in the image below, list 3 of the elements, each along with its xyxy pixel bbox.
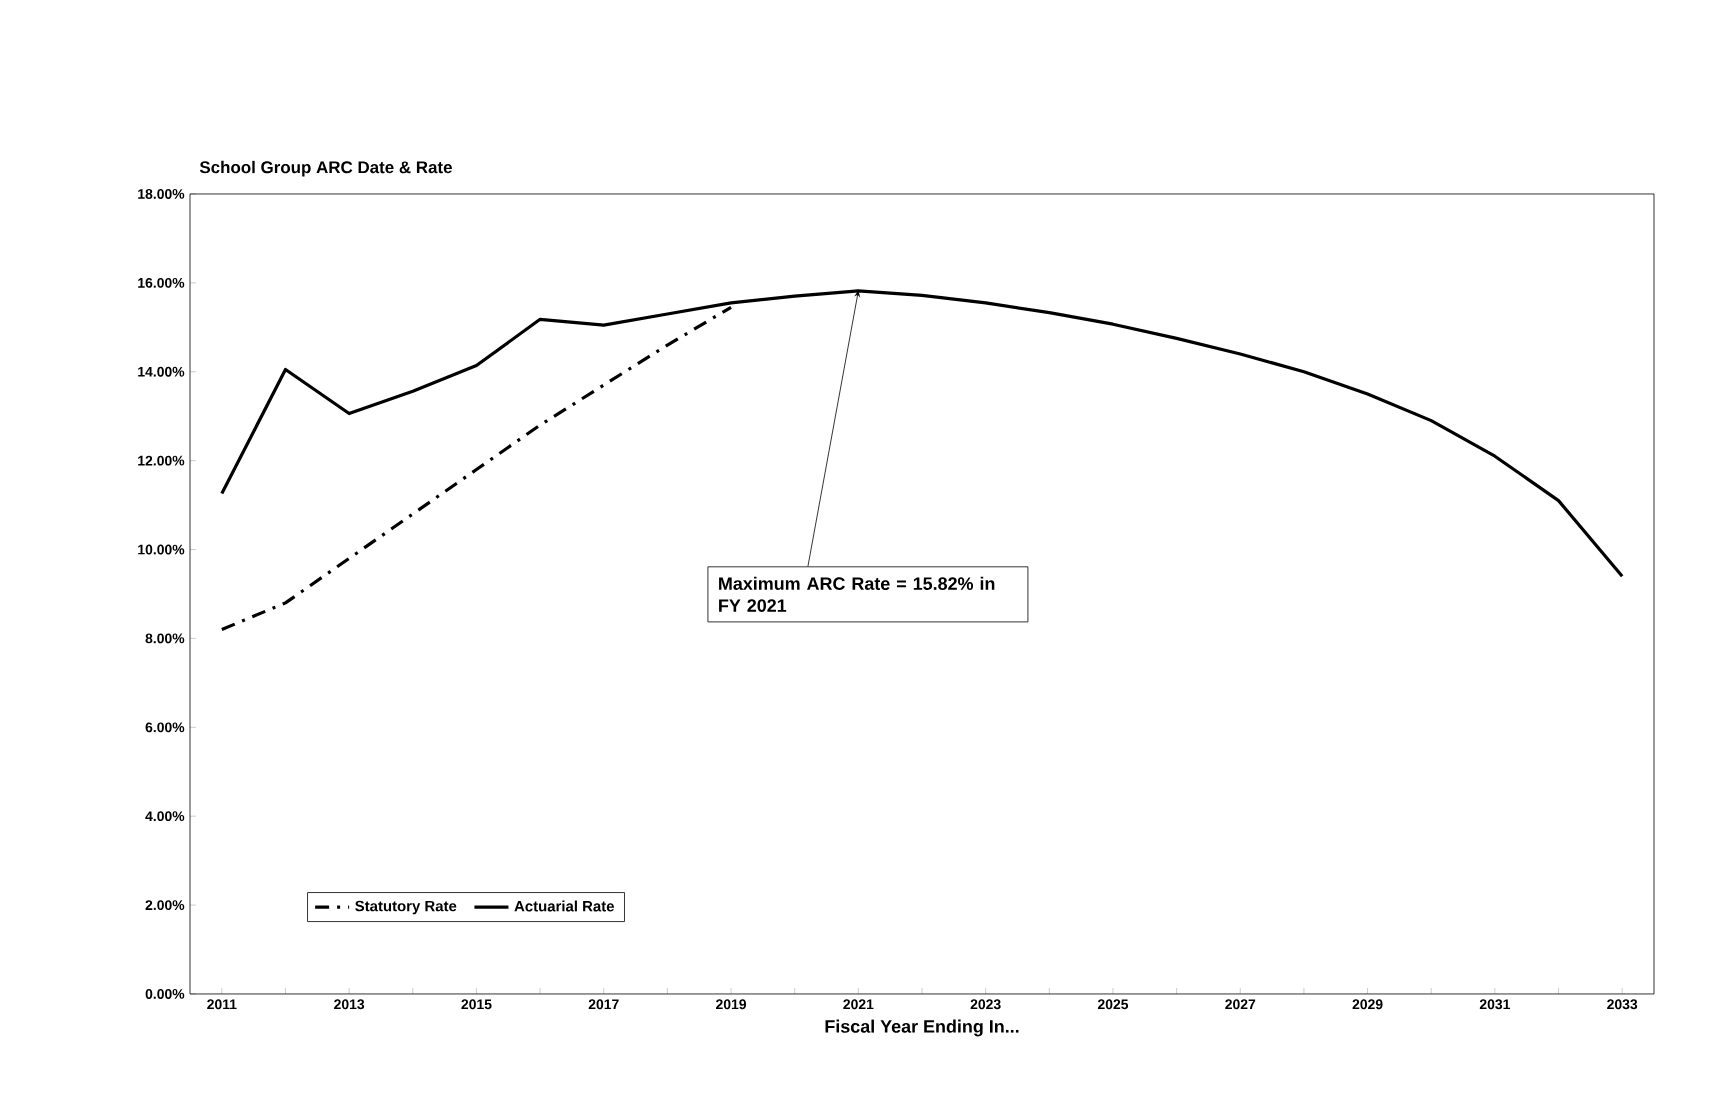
x-axis-title: Fiscal Year Ending In...	[825, 1019, 1019, 1037]
chart-title: School Group ARC Date & Rate	[199, 160, 452, 177]
annotation: Maximum ARC Rate = 15.82% in FY 2021	[719, 576, 995, 612]
